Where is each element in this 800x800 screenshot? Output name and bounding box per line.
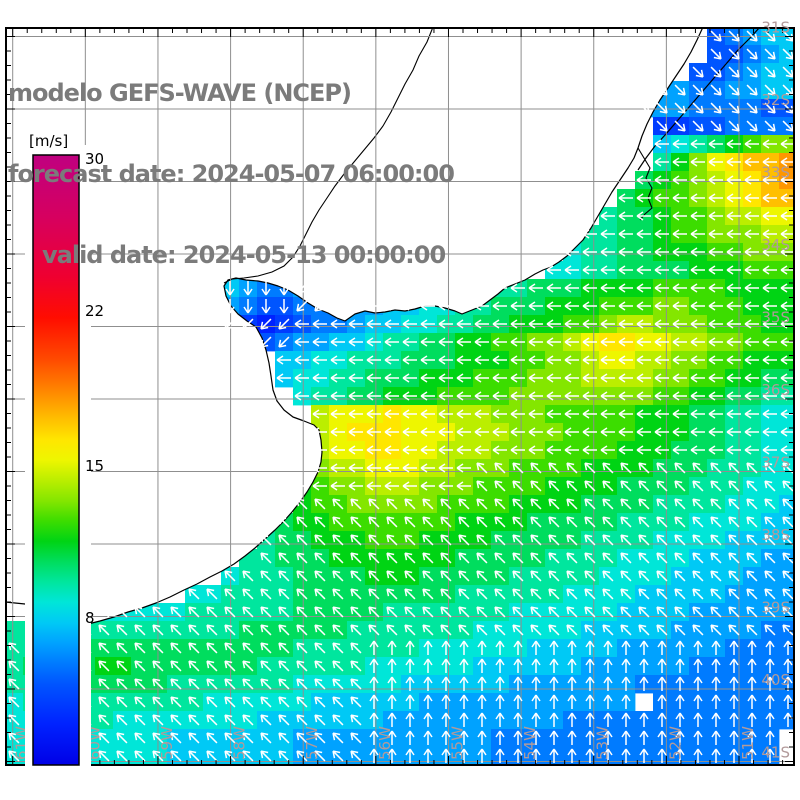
colorbar-tick-30: 30 (85, 150, 105, 168)
latitude-label: 38S (761, 526, 790, 544)
map-frame (5, 27, 795, 766)
longitude-label: 53W (594, 726, 612, 760)
longitude-label: 52W (666, 726, 684, 760)
latitude-label: 36S (761, 381, 790, 399)
longitude-label: 57W (303, 726, 321, 760)
longitude-label: 59W (158, 726, 176, 760)
latitude-label: 34S (761, 236, 790, 254)
latitude-label: 37S (761, 454, 790, 472)
latitude-label: 33S (761, 164, 790, 182)
colorbar-gradient (32, 154, 80, 766)
latitude-label: 39S (761, 599, 790, 617)
model-title: modelo GEFS-WAVE (NCEP) (8, 79, 352, 107)
colorbar (25, 145, 91, 773)
latitude-label: 32S (761, 91, 790, 109)
valid-date: valid date: 2024-05-13 00:00:00 (42, 241, 446, 269)
latitude-label: 31S (761, 19, 790, 37)
forecast-date: forecast date: 2024-05-07 06:00:00 (8, 160, 455, 188)
colorbar-tick-8: 8 (85, 609, 95, 627)
longitude-label: 51W (739, 726, 757, 760)
latitude-label: 35S (761, 309, 790, 327)
colorbar-tick-15: 15 (85, 457, 105, 475)
latitude-label: 41S (761, 744, 790, 762)
latitude-label: 40S (761, 671, 790, 689)
coast-barrier-line (637, 27, 761, 171)
longitude-label: 55W (448, 726, 466, 760)
longitude-label: 58W (231, 726, 249, 760)
lagoon-outline (637, 147, 653, 221)
colorbar-tick-22: 22 (85, 302, 105, 320)
river-line (223, 27, 434, 284)
longitude-label: 54W (521, 726, 539, 760)
title-block: modelo GEFS-WAVE (NCEP) forecast date: 2… (8, 26, 455, 323)
colorbar-unit-label: [m/s] (29, 132, 69, 150)
longitude-label: 56W (376, 726, 394, 760)
